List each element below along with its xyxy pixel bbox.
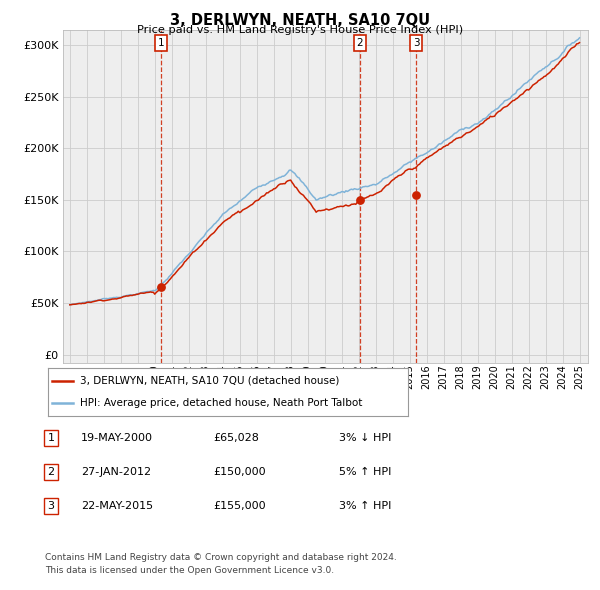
- Text: 3% ↑ HPI: 3% ↑ HPI: [339, 501, 391, 510]
- Text: 3: 3: [413, 38, 419, 48]
- Text: 3: 3: [47, 501, 55, 510]
- Text: 3% ↓ HPI: 3% ↓ HPI: [339, 433, 391, 442]
- Text: 3, DERLWYN, NEATH, SA10 7QU: 3, DERLWYN, NEATH, SA10 7QU: [170, 13, 430, 28]
- Text: 2: 2: [47, 467, 55, 477]
- Text: £155,000: £155,000: [213, 501, 266, 510]
- Point: [412, 190, 421, 199]
- Text: 3, DERLWYN, NEATH, SA10 7QU (detached house): 3, DERLWYN, NEATH, SA10 7QU (detached ho…: [80, 376, 340, 386]
- Text: Contains HM Land Registry data © Crown copyright and database right 2024.
This d: Contains HM Land Registry data © Crown c…: [45, 553, 397, 575]
- Text: 2: 2: [356, 38, 363, 48]
- Point: [355, 195, 365, 205]
- Text: 27-JAN-2012: 27-JAN-2012: [81, 467, 151, 477]
- Point: [157, 283, 166, 292]
- Text: 22-MAY-2015: 22-MAY-2015: [81, 501, 153, 510]
- Text: 19-MAY-2000: 19-MAY-2000: [81, 433, 153, 442]
- Text: £150,000: £150,000: [213, 467, 266, 477]
- Text: £65,028: £65,028: [213, 433, 259, 442]
- Text: 1: 1: [47, 433, 55, 442]
- Text: Price paid vs. HM Land Registry's House Price Index (HPI): Price paid vs. HM Land Registry's House …: [137, 25, 463, 35]
- Text: HPI: Average price, detached house, Neath Port Talbot: HPI: Average price, detached house, Neat…: [80, 398, 363, 408]
- Text: 5% ↑ HPI: 5% ↑ HPI: [339, 467, 391, 477]
- Text: 1: 1: [158, 38, 164, 48]
